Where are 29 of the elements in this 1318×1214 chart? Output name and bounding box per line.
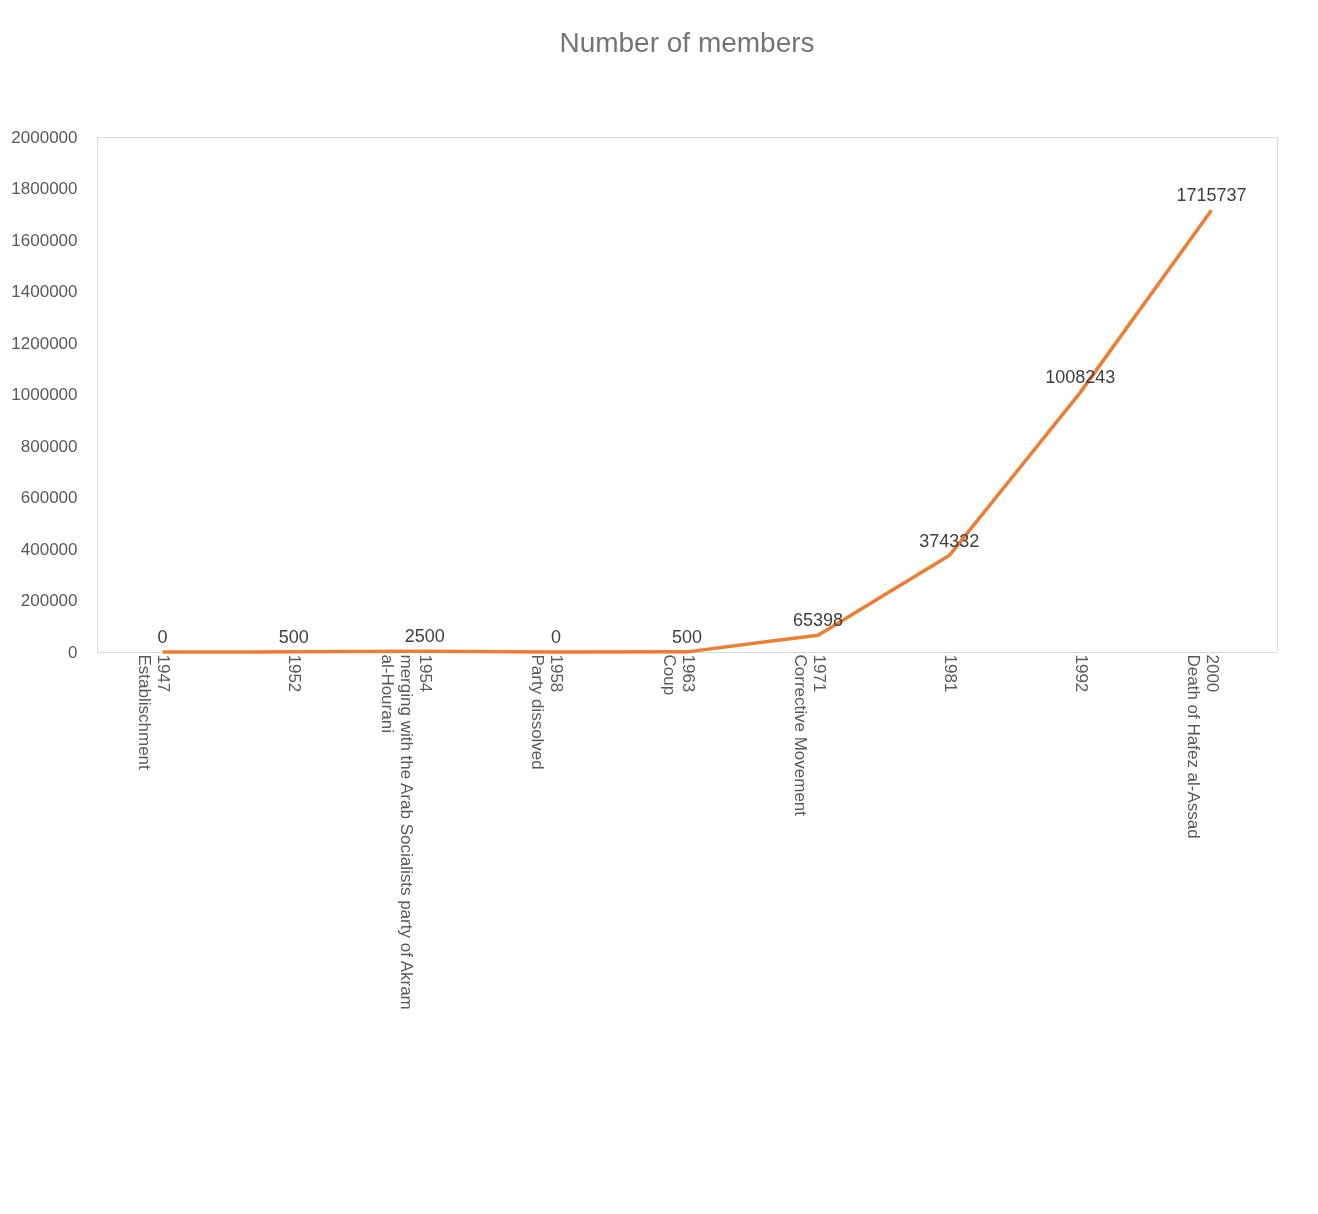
y-tick-label: 1800000 [11, 179, 78, 198]
y-tick-label: 1400000 [11, 282, 78, 301]
y-tick-label: 0 [68, 642, 78, 662]
x-tick-label: 2000 Death of Hafez al-Assad [1183, 654, 1222, 839]
x-tick-label: 1947 Establischment [135, 654, 174, 771]
x-tick-label: 1963 Coup [659, 654, 698, 696]
data-label: 0 [157, 627, 168, 647]
data-label: 500 [671, 626, 703, 647]
y-tick-label: 1600000 [11, 230, 78, 250]
data-label: 500 [278, 626, 309, 647]
x-tick-label: 1981 [940, 654, 960, 693]
x-tick-label: 1952 [285, 654, 305, 693]
data-label: 1715737 [1176, 185, 1247, 206]
y-tick-label: 1200000 [11, 333, 78, 353]
line-series [160, 208, 1214, 654]
y-tick-label: 800000 [20, 436, 78, 456]
data-label: 65398 [793, 610, 844, 631]
y-tick-label: 200000 [20, 591, 78, 610]
data-label: 0 [550, 627, 561, 647]
y-tick-label: 1000000 [11, 385, 78, 404]
y-tick-label: 2000000 [11, 127, 78, 147]
chart-title: Number of members [559, 27, 815, 58]
x-tick-label: 1958 Party dissolved [528, 654, 567, 770]
data-label: 2500 [404, 626, 445, 647]
y-tick-label: 600000 [20, 488, 78, 507]
x-tick-label: 1971 Corrective Movement [790, 654, 829, 817]
x-tick-label: 1954 merging with the Arab Socialists party of Akram al-Hourani [378, 654, 436, 1010]
x-tick-label: 1992 [1071, 654, 1091, 693]
y-tick-label: 400000 [20, 539, 78, 559]
